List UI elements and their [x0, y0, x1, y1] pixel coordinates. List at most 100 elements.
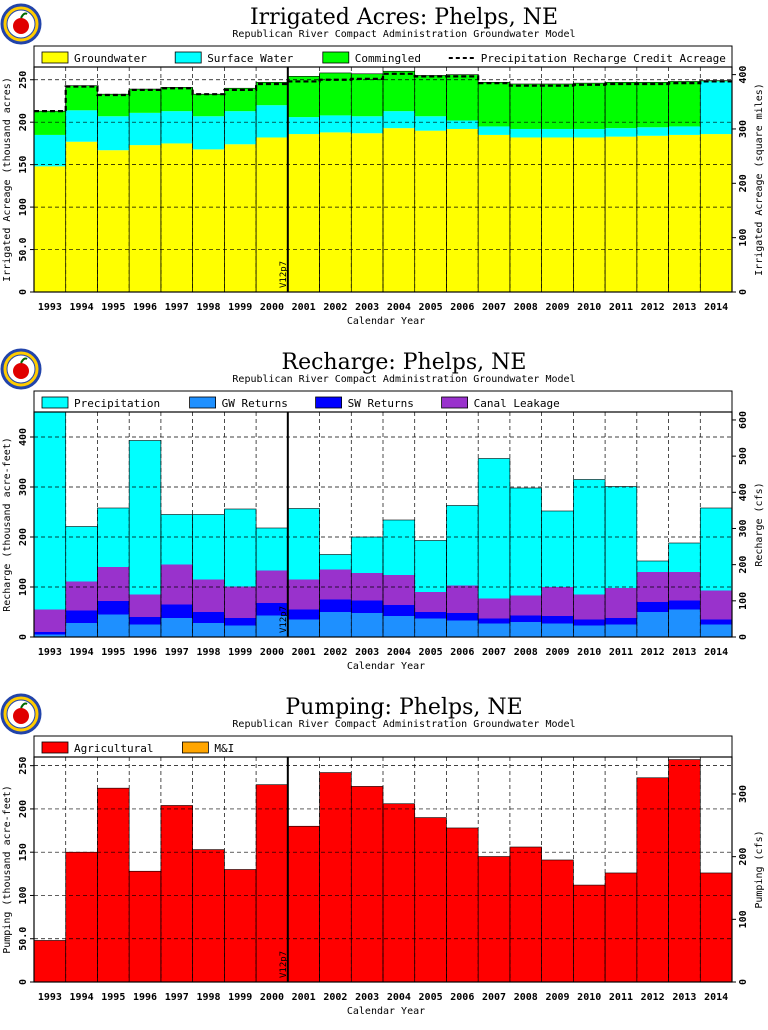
- bar-segment: [668, 609, 701, 637]
- bar-segment: [605, 136, 637, 292]
- y-tick-label: 250: [18, 757, 29, 775]
- y-tick-label: 150: [18, 843, 29, 861]
- bar-segment: [446, 585, 479, 613]
- bar-segment: [34, 609, 66, 632]
- legend: Agricultural M&I: [33, 735, 733, 760]
- x-tick-label: 2013: [672, 302, 696, 313]
- version-marker-label: V12p7: [279, 606, 289, 633]
- x-tick-label: 1993: [38, 302, 62, 313]
- x-tick-label: 1998: [196, 302, 220, 313]
- pumping-chart: Pumping: Phelps, NE Republican River Comp…: [0, 690, 768, 1030]
- bar-segment: [509, 137, 542, 292]
- y-right-tick-label: 500: [738, 447, 749, 465]
- bar-segment: [668, 126, 701, 135]
- bar-segment: [383, 803, 415, 982]
- legend-label: Precipitation: [74, 397, 160, 410]
- x-tick-label: 2004: [387, 302, 411, 313]
- bar-segment: [287, 76, 320, 118]
- bar-segment: [97, 508, 130, 567]
- bar-segment: [478, 126, 510, 135]
- plot-frame: [33, 411, 733, 638]
- y-right-tick-label: 400: [738, 66, 749, 84]
- x-tick-label: 2010: [577, 302, 601, 313]
- x-tick-label: 2003: [355, 992, 379, 1003]
- x-tick-label: 1999: [228, 647, 252, 658]
- bar-segment: [573, 128, 606, 138]
- bar-segment: [65, 526, 98, 582]
- y-right-tick-label: 300: [738, 519, 749, 537]
- gridlines: [34, 67, 732, 292]
- legend-swatch: [315, 396, 343, 409]
- x-tick-label: 2005: [419, 992, 443, 1003]
- y-tick-label: 300: [18, 478, 29, 496]
- bar-segment: [414, 116, 447, 131]
- bar-segment: [256, 137, 288, 292]
- legend-label: Surface Water: [207, 52, 293, 65]
- legend-label: Precipitation Recharge Credit Acreage: [481, 52, 726, 65]
- bar-segment: [478, 82, 510, 127]
- bar-segment: [351, 600, 383, 613]
- x-tick-label: 1994: [70, 992, 94, 1003]
- bar-segment: [446, 74, 479, 121]
- legend-label: Canal Leakage: [474, 397, 560, 410]
- x-tick-label: 2006: [450, 992, 474, 1003]
- y-right-tick-label: 200: [738, 174, 749, 192]
- bar-segment: [319, 115, 352, 133]
- x-tick-label: 2001: [292, 647, 316, 658]
- bar-segment: [319, 554, 352, 570]
- bar-segment: [700, 508, 732, 591]
- bar-segment: [34, 134, 66, 167]
- legend-swatch: [174, 51, 202, 64]
- y-tick-label: 250: [18, 71, 29, 89]
- y-tick-label: 400: [18, 428, 29, 446]
- bar-segment: [636, 127, 669, 136]
- x-tick-label: 2003: [355, 302, 379, 313]
- x-tick-label: 2014: [704, 647, 728, 658]
- x-tick-label: 2010: [577, 647, 601, 658]
- legend-swatch: [322, 51, 350, 64]
- bar-segment: [573, 594, 606, 620]
- bar-segment: [129, 617, 161, 625]
- x-tick-label: 2003: [355, 647, 379, 658]
- x-tick-label: 1997: [165, 302, 189, 313]
- bar-segment: [383, 71, 415, 112]
- bar-segment: [700, 590, 732, 620]
- x-tick-label: 1999: [228, 992, 252, 1003]
- x-tick-label: 1997: [165, 647, 189, 658]
- x-tick-label: 2010: [577, 992, 601, 1003]
- bar-segment: [97, 116, 130, 151]
- bar-segment: [700, 872, 732, 982]
- x-tick-label: 1995: [101, 302, 125, 313]
- bar-segment: [129, 145, 161, 292]
- bar-segment: [541, 128, 574, 138]
- apple-logo: [0, 693, 42, 735]
- bar-segment: [541, 511, 574, 587]
- recharge-chart: Recharge: Phelps, NE Republican River Com…: [0, 345, 768, 685]
- bar-segment: [478, 458, 510, 599]
- bar-segment: [509, 83, 542, 129]
- x-tick-label: 2001: [292, 302, 316, 313]
- bar-segment: [636, 135, 669, 292]
- bar-segment: [160, 604, 193, 618]
- x-tick-label: 2008: [514, 647, 538, 658]
- y-tick-label: 100: [18, 198, 29, 216]
- bar-segment: [541, 137, 574, 292]
- bar-segment: [541, 83, 574, 129]
- y-tick-label: 0: [18, 979, 29, 985]
- bar-segment: [65, 610, 98, 623]
- x-tick-label: 2014: [704, 302, 728, 313]
- x-tick-label: 2011: [609, 992, 633, 1003]
- legend-label: GW Returns: [222, 397, 288, 410]
- x-axis-label: Calendar Year: [347, 661, 425, 672]
- bar-segment: [478, 598, 510, 619]
- bar-segment: [319, 772, 352, 982]
- x-tick-label: 1998: [196, 647, 220, 658]
- y-right-tick-label: 300: [738, 785, 749, 803]
- x-tick-label: 1995: [101, 992, 125, 1003]
- bar-segment: [65, 110, 98, 142]
- bar-segment: [446, 827, 479, 982]
- x-tick-label: 2011: [609, 302, 633, 313]
- y-axis-label: Irrigated Acreage (thousand acres): [2, 77, 13, 282]
- bar-segment: [414, 618, 447, 637]
- bar-segment: [541, 587, 574, 616]
